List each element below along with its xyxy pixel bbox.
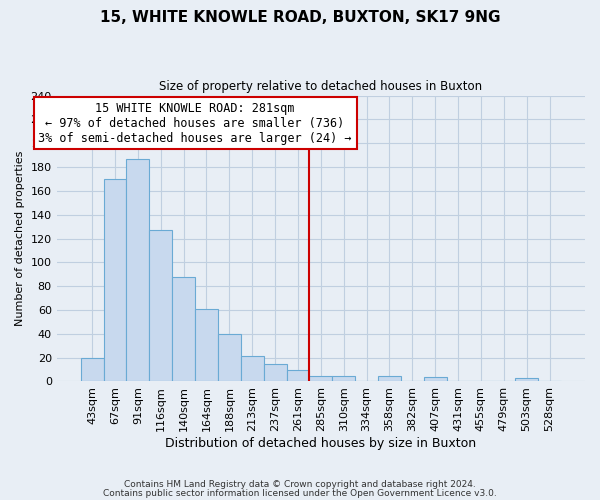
Bar: [332, 376, 355, 382]
Bar: [263, 364, 287, 382]
Bar: [172, 276, 195, 382]
Bar: [218, 334, 241, 382]
Text: 15 WHITE KNOWLE ROAD: 281sqm
← 97% of detached houses are smaller (736)
3% of se: 15 WHITE KNOWLE ROAD: 281sqm ← 97% of de…: [38, 102, 352, 144]
Text: Contains public sector information licensed under the Open Government Licence v3: Contains public sector information licen…: [103, 488, 497, 498]
Title: Size of property relative to detached houses in Buxton: Size of property relative to detached ho…: [159, 80, 482, 93]
Bar: [104, 179, 127, 382]
Bar: [424, 376, 446, 382]
Bar: [80, 358, 104, 382]
X-axis label: Distribution of detached houses by size in Buxton: Distribution of detached houses by size …: [165, 437, 476, 450]
Text: Contains HM Land Registry data © Crown copyright and database right 2024.: Contains HM Land Registry data © Crown c…: [124, 480, 476, 489]
Bar: [515, 378, 538, 382]
Bar: [287, 370, 310, 382]
Y-axis label: Number of detached properties: Number of detached properties: [15, 151, 25, 326]
Bar: [149, 230, 172, 382]
Bar: [195, 309, 218, 382]
Bar: [241, 356, 263, 382]
Bar: [127, 158, 149, 382]
Bar: [310, 376, 332, 382]
Bar: [378, 376, 401, 382]
Text: 15, WHITE KNOWLE ROAD, BUXTON, SK17 9NG: 15, WHITE KNOWLE ROAD, BUXTON, SK17 9NG: [100, 10, 500, 25]
